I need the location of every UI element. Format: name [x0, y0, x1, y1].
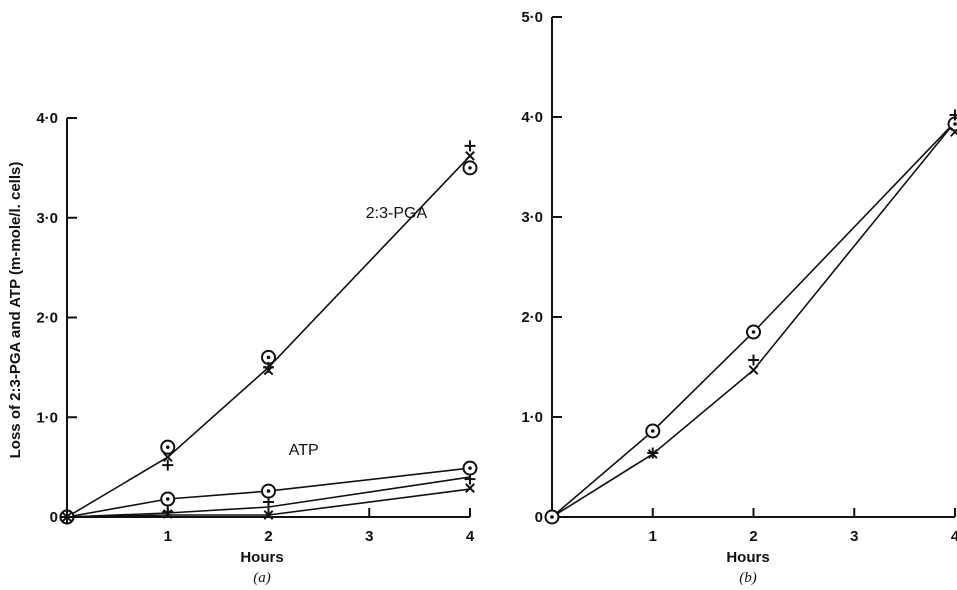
point-plus-s5-4: [464, 473, 476, 485]
series-line-4: [66, 488, 471, 518]
y-tick-label-5: 5·0: [521, 9, 543, 26]
point-circle-dot-s1-3-dot: [266, 355, 271, 360]
x-tick-label-3: 3: [365, 528, 373, 545]
point-cross-s6-4: [465, 483, 475, 493]
y-tick-label-1: 1·0: [36, 409, 58, 426]
point-cross-s6-1: [62, 512, 72, 522]
point-plus-s5-2: [162, 506, 174, 518]
panel-label: (b): [739, 570, 757, 586]
point-cross-s3-1: [162, 452, 173, 463]
point-plus-s5-3: [263, 496, 274, 508]
y-tick-label-2: 2·0: [36, 310, 58, 327]
panel-label: (a): [253, 570, 271, 586]
x-tick-label-3: 3: [850, 528, 858, 545]
x-tick-label-2: 2: [749, 528, 757, 545]
series-line-2: [66, 467, 471, 518]
x-tick-label-4: 4: [951, 528, 957, 545]
chart-panel-b: 1 2 3 4 0 1·0 2·0 3·0 4·0 5·0 Hours (b): [521, 9, 957, 586]
point-circle-dot-s1-1-dot: [550, 515, 554, 519]
point-cross-s6-3: [263, 510, 274, 520]
y-tick-label-0: 0: [50, 509, 58, 526]
annotation-2-3-pga: 2:3-PGA: [366, 205, 428, 222]
point-cross-s3-2: [748, 365, 759, 375]
point-plus-s2-2: [748, 354, 759, 366]
y-tick-label-1: 1·0: [521, 409, 543, 426]
point-circle-dot-s4-4: [462, 460, 478, 476]
x-tick-label-2: 2: [264, 528, 272, 545]
series-line-2: [551, 121, 956, 518]
y-tick-label-3: 3·0: [521, 209, 543, 226]
point-circle-dot-s1-4-dot: [953, 122, 957, 126]
y-axis-title: Loss of 2:3-PGA and ATP (m-mole/l. cells…: [7, 162, 24, 459]
point-circle-dot-s1-1: [544, 509, 560, 525]
x-axis-title: Hours: [240, 549, 283, 566]
y-tick-label-0: 0: [535, 509, 543, 526]
point-plus-s2-3: [949, 109, 957, 121]
point-circle-dot-s4-2-dot: [165, 497, 170, 501]
point-cross-s3-2: [263, 365, 274, 376]
y-tick-label-2: 2·0: [521, 309, 543, 326]
point-plus-s2-3: [464, 140, 476, 152]
point-cross-s3-3: [950, 127, 957, 137]
point-circle-dot-s1-4: [462, 160, 478, 176]
point-plus-s2-1: [162, 459, 174, 471]
y-tick-label-4: 4·0: [36, 110, 58, 127]
point-circle-dot-s4-2: [160, 491, 176, 507]
point-cross-s3-1: [647, 449, 658, 459]
point-circle-dot-s4-3-dot: [266, 489, 271, 493]
y-tick-label-3: 3·0: [36, 210, 58, 227]
annotation-atp: ATP: [289, 442, 319, 459]
series-line-1: [551, 121, 956, 518]
chart-panel-a: 1 2 3 4 0 1·0 2·0 3·0 4·0 2:3-PGA ATP Hours Loss of …: [7, 110, 478, 586]
y-tick-label-4: 4·0: [521, 109, 543, 126]
x-axis-title: Hours: [726, 549, 769, 566]
point-circle-dot-s1-2: [645, 423, 661, 439]
point-circle-dot-s1-2-dot: [165, 445, 170, 449]
x-tick-label-1: 1: [649, 528, 657, 545]
x-tick-label-1: 1: [164, 528, 172, 545]
point-circle-dot-s4-4-dot: [468, 466, 472, 470]
point-cross-s6-2: [162, 509, 173, 519]
point-cross-s3-3: [465, 150, 475, 161]
x-tick-label-4: 4: [466, 528, 475, 545]
point-circle-dot-s1-2: [160, 439, 176, 455]
point-circle-dot-s1-4-dot: [468, 166, 472, 170]
point-circle-dot-s1-2-dot: [650, 429, 655, 433]
point-circle-dot-s1-3: [746, 324, 761, 340]
series-line-3: [66, 476, 471, 518]
point-circle-dot-s4-3: [261, 483, 276, 499]
series-line-1: [66, 155, 471, 518]
point-circle-dot-s1-3-dot: [751, 330, 756, 334]
